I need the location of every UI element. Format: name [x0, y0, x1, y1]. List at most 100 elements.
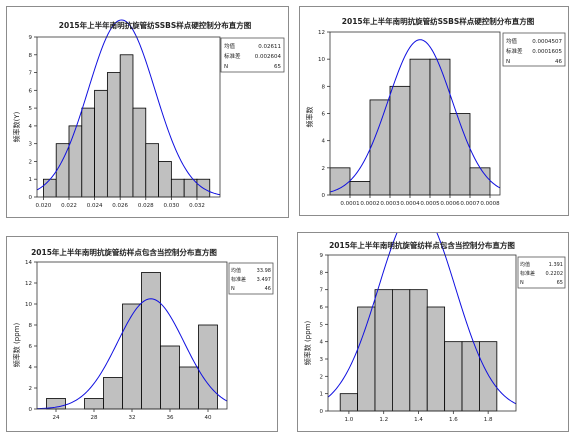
x-tick-label: 0.0003 — [380, 201, 400, 207]
histogram-bar — [349, 181, 371, 196]
legend-value-stdev: 3.497 — [257, 277, 271, 283]
y-tick-label: 6 — [29, 344, 33, 350]
legend-label-mean: 均值 — [506, 37, 518, 45]
y-tick-label: 1 — [29, 177, 33, 183]
x-tick-label: 0.0007 — [460, 201, 480, 207]
histogram-panel-3: 0 2 4 6 8 10 12 14 24 28 32 36 40 2015年上半年南明抗旋管纺样点包含… — [6, 236, 278, 432]
x-tick-label: 0.0004 — [400, 201, 420, 207]
plot-area: 0 1 2 3 4 5 6 7 8 9 1.0 1.2 1.4 1.6 1.8 — [320, 233, 517, 423]
histogram-panel-2: 0 2 4 6 8 10 12 0.0001 0.0002 0.0003 0.0004 0.0005 0… — [299, 6, 569, 216]
y-tick-label: 4 — [320, 340, 324, 346]
histogram-panel-1: 0 1 2 3 4 5 6 7 8 9 0.020 0.022 0.024 0.026 0.028 0.030… — [6, 6, 289, 218]
y-tick-label: 8 — [322, 84, 326, 90]
legend-label-stdev: 标准差 — [224, 52, 241, 60]
plot-frame — [36, 36, 221, 198]
y-tick-label: 5 — [320, 322, 324, 328]
y-tick-label: 1 — [320, 392, 324, 398]
y-tick-label: 0 — [320, 409, 324, 415]
legend-value-mean: 0.0004507 — [532, 39, 562, 45]
x-tick-label: 0.028 — [138, 203, 154, 209]
histogram-bar — [409, 289, 428, 412]
plot-area: 0 1 2 3 4 5 6 7 8 9 0.020 0.022 0.024 0.026 0.028 0.030… — [29, 19, 221, 209]
x-tick-label: 0.0006 — [440, 201, 460, 207]
normal-fit-curve — [36, 19, 221, 196]
x-tick-label: 1.4 — [414, 417, 423, 423]
normal-fit-curve — [327, 233, 517, 405]
histogram-bar — [160, 345, 180, 410]
histogram-bar — [170, 178, 185, 198]
y-tick-label: 9 — [320, 253, 324, 259]
x-tick-label: 1.0 — [345, 417, 354, 423]
histogram-bar — [374, 289, 393, 412]
y-tick-label: 0 — [29, 195, 33, 201]
y-tick-label: 2 — [29, 386, 33, 392]
legend: 均值 1.391 标准差 0.2202 N 65 — [517, 256, 566, 289]
histogram-bar — [369, 99, 391, 196]
histogram-bar — [119, 54, 134, 198]
histogram-bar — [84, 398, 104, 410]
histogram-bar — [179, 366, 199, 410]
histogram-bar — [479, 341, 498, 412]
legend-label-mean: 均值 — [520, 261, 530, 268]
y-tick-label: 8 — [29, 323, 33, 329]
histogram-bar — [141, 272, 161, 410]
y-tick-label: 14 — [25, 260, 32, 266]
histogram-bar — [469, 167, 491, 196]
y-tick-label: 2 — [29, 159, 33, 165]
legend: 均值 0.0004507 标准差 0.0001605 N 46 — [502, 32, 566, 67]
normal-fit-curve — [329, 39, 501, 193]
legend-value-mean: 33.98 — [257, 268, 271, 274]
y-tick-label: 4 — [29, 365, 33, 371]
chart-title: 2015年上半年南明抗旋管纺SSBS样点硬控制分布直方图 — [59, 20, 252, 30]
y-axis-label: 频率数 — [305, 107, 314, 128]
y-tick-label: 3 — [29, 142, 33, 148]
x-tick-label: 0.022 — [61, 203, 77, 209]
legend: 均值 0.02611 标准差 0.002604 N 65 — [220, 37, 285, 73]
histogram-bar — [389, 85, 411, 196]
x-tick-label: 0.024 — [87, 203, 103, 209]
x-tick-label: 0.0008 — [480, 201, 500, 207]
x-tick-label: 0.030 — [163, 203, 179, 209]
histogram-chart-1: 0 1 2 3 4 5 6 7 8 9 0.020 0.022 0.024 0.026 0.028 0.030… — [12, 19, 285, 209]
y-axis-label: 频率数(Y) — [12, 111, 21, 142]
y-tick-label: 6 — [322, 112, 326, 118]
y-tick-label: 10 — [25, 302, 32, 308]
x-tick-label: 40 — [205, 415, 212, 421]
legend-value-n: 46 — [555, 59, 562, 65]
x-tick-label: 1.6 — [449, 417, 458, 423]
y-tick-label: 12 — [318, 30, 325, 36]
normal-fit-curve — [36, 298, 228, 410]
legend-label-stdev: 标准差 — [506, 47, 523, 55]
y-tick-label: 9 — [29, 35, 33, 41]
x-tick-label: 32 — [129, 415, 136, 421]
x-tick-label: 24 — [53, 415, 60, 421]
legend-value-n: 65 — [557, 280, 563, 286]
histogram-bar — [132, 107, 147, 198]
legend-label-mean: 均值 — [224, 42, 236, 50]
legend-label-n: N — [506, 59, 510, 65]
y-tick-label: 3 — [320, 357, 324, 363]
legend-value-n: 65 — [274, 64, 281, 70]
y-tick-label: 10 — [318, 57, 325, 63]
legend-label-n: N — [224, 64, 228, 70]
plot-frame — [327, 254, 517, 412]
y-tick-label: 0 — [322, 193, 326, 199]
histogram-bar — [449, 113, 471, 196]
y-tick-label: 12 — [25, 281, 32, 287]
histogram-bar — [68, 125, 83, 198]
chart-title: 2015年上半年南明抗旋管纺SSBS样点硬控制分布直方图 — [342, 16, 535, 26]
histogram-bar — [42, 178, 57, 198]
histogram-bar — [106, 72, 121, 198]
histogram-bar — [444, 341, 463, 412]
x-tick-label: 0.032 — [189, 203, 205, 209]
y-tick-label: 8 — [320, 270, 324, 276]
legend-value-stdev: 0.002604 — [255, 54, 282, 60]
legend-value-stdev: 0.2202 — [546, 271, 564, 277]
x-tick-label: 0.026 — [112, 203, 128, 209]
y-tick-label: 8 — [29, 53, 33, 59]
histogram-bar — [426, 306, 446, 412]
x-tick-label: 0.0001 — [340, 201, 359, 207]
histogram-bar — [357, 306, 376, 412]
histogram-bar — [103, 377, 123, 410]
